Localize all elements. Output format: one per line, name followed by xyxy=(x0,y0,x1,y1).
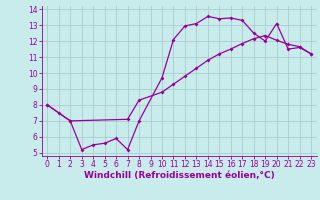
X-axis label: Windchill (Refroidissement éolien,°C): Windchill (Refroidissement éolien,°C) xyxy=(84,171,275,180)
